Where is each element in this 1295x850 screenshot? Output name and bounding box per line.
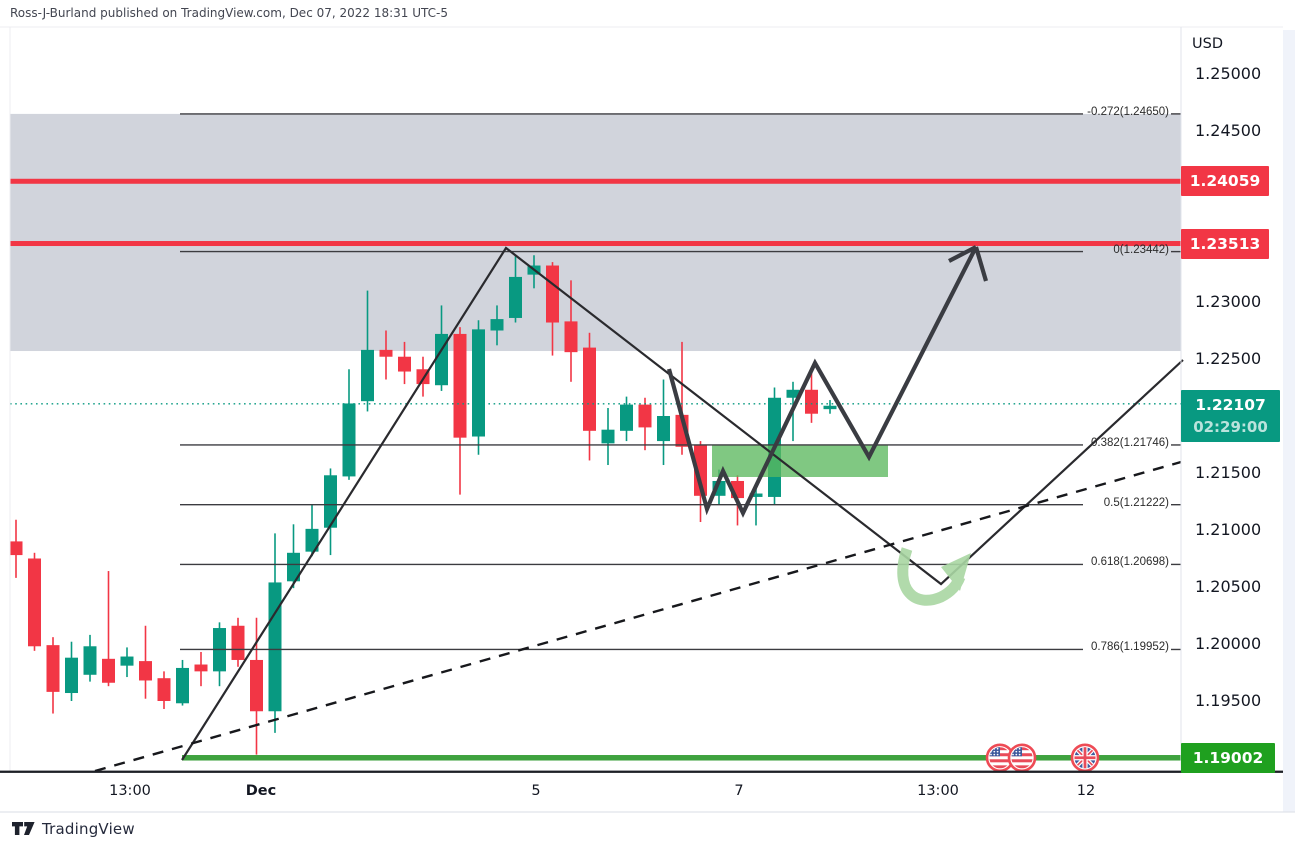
candle-body [398, 356, 411, 372]
rising-trendline-zigzag[interactable] [181, 246, 1184, 761]
fib-level-label: 0.382(1.21746) [1090, 436, 1169, 449]
candle-body [620, 404, 633, 431]
candle-body [28, 558, 41, 647]
plot-bottom-border [0, 770, 1283, 773]
candle-body [823, 405, 837, 410]
candle-body [361, 349, 374, 402]
candles-group[interactable] [9, 255, 837, 755]
price-tick-label: 1.20500 [1195, 577, 1262, 596]
price-tick-label: 1.20000 [1195, 634, 1262, 653]
price-badge-resistance-upper: 1.24059 [1181, 166, 1269, 197]
candle-body [638, 404, 652, 428]
candle-body [583, 347, 596, 431]
candle-body [509, 276, 522, 318]
time-axis-label: 5 [531, 783, 541, 799]
candle-body [231, 625, 245, 660]
candle-body [139, 661, 152, 681]
candle-body [65, 657, 78, 694]
price-badge-current-price: 1.22107 02:29:00 [1181, 390, 1280, 443]
fib-level-label: 0.618(1.20698) [1090, 556, 1169, 569]
price-tick-label: 1.22500 [1195, 349, 1262, 368]
footer-branding: TradingView [12, 819, 135, 838]
candle-body [287, 552, 300, 582]
time-axis-label: 12 [1076, 783, 1096, 799]
candle-body [157, 678, 171, 701]
price-tick-label: 1.23000 [1195, 292, 1262, 311]
time-axis-label: 13:00 [109, 783, 151, 799]
candle-body [749, 493, 763, 497]
attribution-text: Ross-J-Burland published on TradingView.… [10, 6, 449, 20]
bounce-arrow-icon[interactable] [897, 547, 971, 606]
price-badge-support: 1.19002 [1181, 742, 1275, 773]
price-badge-value: 1.24059 [1189, 172, 1261, 191]
candle-body [453, 333, 467, 438]
candle-body [379, 349, 393, 357]
candle-body [268, 582, 282, 712]
candle-body [546, 265, 559, 323]
candle-body [472, 329, 485, 437]
candle-body [324, 475, 337, 528]
fib-level-label: 0(1.23442) [1113, 243, 1169, 256]
candle-body [490, 319, 504, 331]
right-margin-strip [1283, 30, 1295, 812]
price-badge-value: 1.23513 [1189, 234, 1261, 253]
price-badge-value: 1.19002 [1192, 748, 1264, 767]
bar-countdown-timer: 02:29:00 [1193, 417, 1268, 436]
resistance-line-lower[interactable] [10, 241, 1181, 247]
price-tick-label: 1.25000 [1195, 64, 1262, 83]
candle-body [564, 321, 578, 353]
resistance-line-upper[interactable] [10, 178, 1181, 184]
price-tick-label: 1.21500 [1195, 463, 1262, 482]
candle-body [786, 389, 800, 398]
time-axis-label: 13:00 [917, 783, 959, 799]
candle-body [102, 658, 115, 683]
candle-body [805, 389, 818, 414]
candle-body [9, 541, 23, 556]
candle-body [342, 403, 356, 477]
price-tick-label: 1.19500 [1195, 691, 1262, 710]
candle-body [83, 646, 97, 675]
quote-currency-label: USD [1192, 36, 1223, 52]
demand-zone-box[interactable] [712, 444, 888, 477]
fib-level-label: -0.272(1.24650) [1087, 105, 1169, 118]
dashed-trendline[interactable] [94, 460, 1182, 773]
gb-flag-icon[interactable] [1070, 743, 1100, 773]
supply-zone-band[interactable] [10, 113, 1181, 352]
candle-body [657, 416, 670, 442]
price-tick-label: 1.24500 [1195, 121, 1262, 140]
candle-body [694, 444, 707, 496]
candle-body [194, 664, 208, 672]
tradingview-logo-icon[interactable] [12, 819, 35, 838]
candle-body [120, 656, 134, 666]
tradingview-brand-text[interactable]: TradingView [42, 819, 135, 838]
candle-body [46, 645, 60, 692]
price-tick-label: 1.21000 [1195, 520, 1262, 539]
current-price-value: 1.22107 [1195, 396, 1266, 415]
fib-level-label: 0.786(1.19952) [1090, 641, 1169, 654]
candle-body [601, 429, 615, 444]
candle-body [176, 667, 189, 704]
time-axis-label: Dec [245, 783, 277, 799]
candle-body [250, 659, 263, 712]
candle-body [305, 528, 319, 552]
fib-level-label: 0.5(1.21222) [1103, 496, 1169, 509]
projection-path-arrow[interactable] [666, 245, 989, 518]
support-baseline[interactable] [182, 755, 1181, 761]
price-badge-resistance-lower: 1.23513 [1181, 228, 1269, 259]
time-axis-label: 7 [734, 783, 744, 799]
us-flag-icon[interactable] [1007, 743, 1037, 773]
